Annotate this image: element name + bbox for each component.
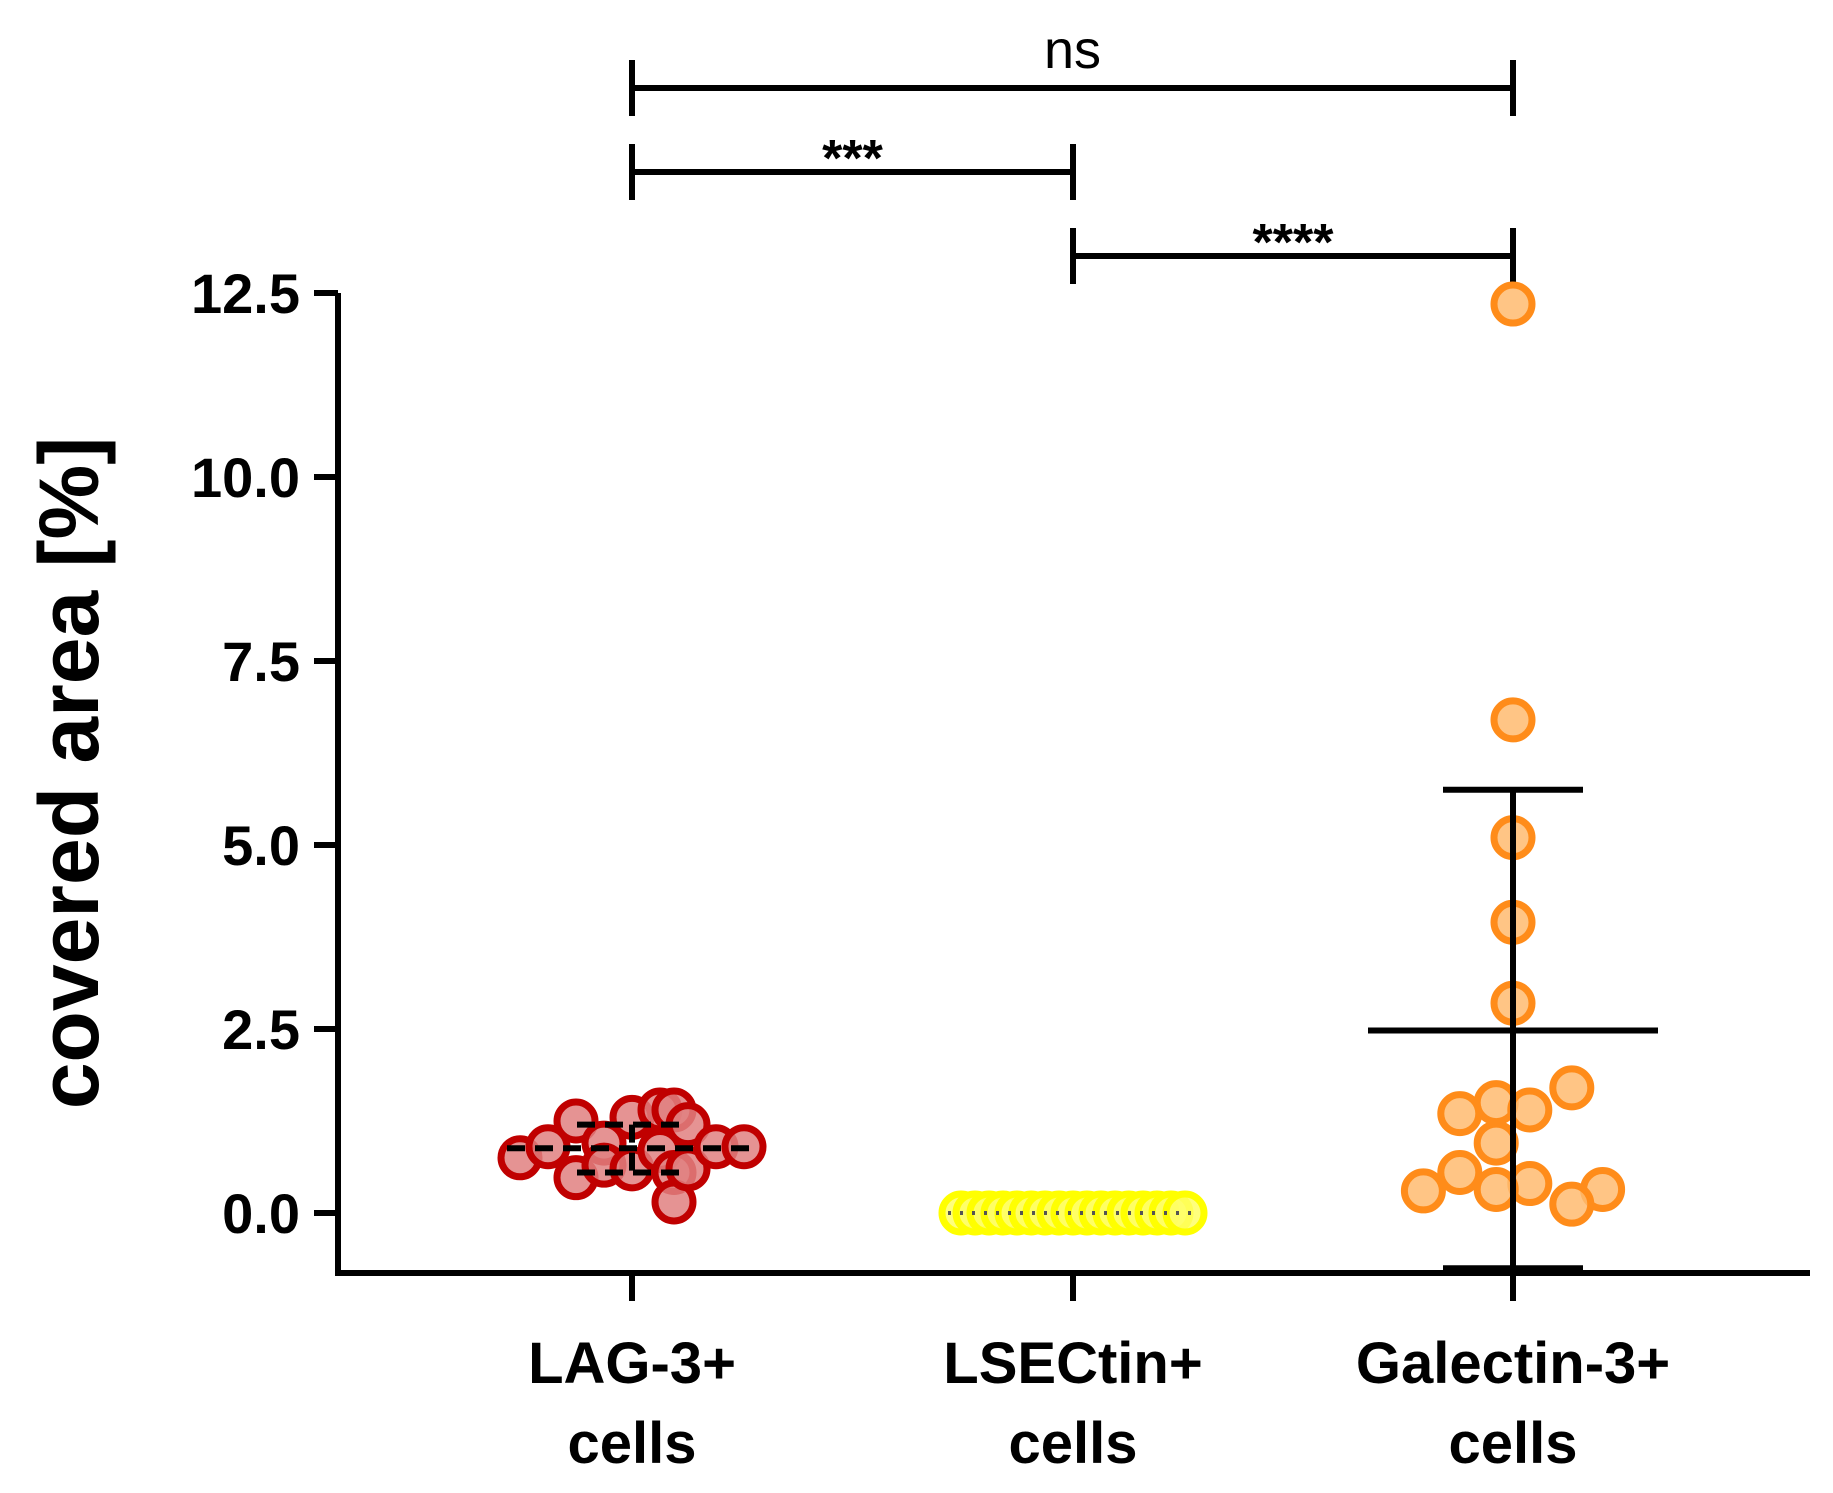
data-points bbox=[497, 281, 1626, 1236]
data-point bbox=[1437, 1150, 1483, 1196]
data-point bbox=[1490, 281, 1536, 327]
y-tick-label: 5.0 bbox=[222, 814, 300, 877]
y-axis-title: covered area [%] bbox=[22, 437, 116, 1109]
axes bbox=[314, 290, 1810, 1301]
y-tick-label: 0.0 bbox=[222, 1182, 300, 1245]
significance-label: **** bbox=[1253, 214, 1335, 272]
x-category-label: LSECtin+ bbox=[943, 1331, 1202, 1396]
x-category-label: cells bbox=[1009, 1411, 1138, 1476]
data-point bbox=[1473, 1166, 1519, 1212]
x-category-label: cells bbox=[1449, 1411, 1578, 1476]
data-point bbox=[1473, 1120, 1519, 1166]
significance-brackets: ns******* bbox=[629, 20, 1516, 284]
mean-sd-bars bbox=[507, 786, 1658, 1272]
y-tick-label: 12.5 bbox=[191, 262, 300, 325]
x-category-label: cells bbox=[568, 1411, 697, 1476]
data-point bbox=[1549, 1065, 1595, 1111]
y-tick-label: 7.5 bbox=[222, 630, 300, 693]
data-point bbox=[1400, 1168, 1446, 1214]
significance-label: *** bbox=[822, 130, 883, 188]
y-tick-label: 10.0 bbox=[191, 446, 300, 509]
data-point bbox=[1162, 1190, 1208, 1236]
significance-label: ns bbox=[1044, 20, 1101, 80]
x-category-label: Galectin-3+ bbox=[1356, 1331, 1670, 1396]
x-category-label: LAG-3+ bbox=[528, 1331, 736, 1396]
data-point bbox=[1549, 1181, 1595, 1227]
y-tick-label: 2.5 bbox=[222, 998, 300, 1061]
data-point bbox=[1490, 697, 1536, 743]
axis-labels: 0.0 2.5 5.0 7.5 10.0 12.5 covered area [%] LAG-… bbox=[22, 262, 1670, 1476]
data-point bbox=[1437, 1091, 1483, 1137]
data-point bbox=[1507, 1087, 1553, 1133]
